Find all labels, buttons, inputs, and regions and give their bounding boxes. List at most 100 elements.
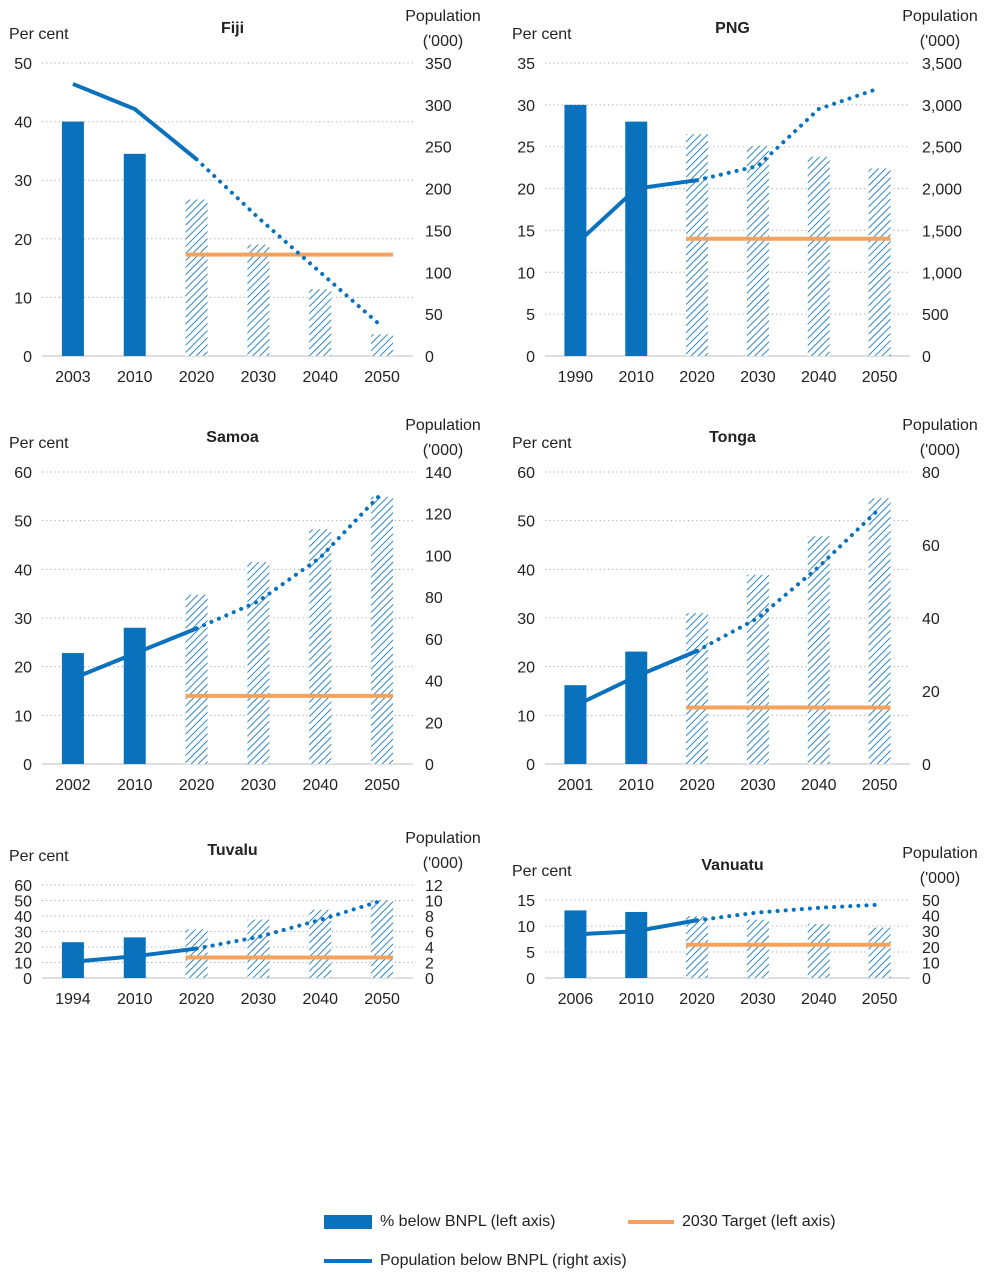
left-tick-label: 20 [517,182,535,199]
right-tick-label: 3,000 [922,98,962,115]
x-tick-label: 2020 [179,991,215,1008]
population-line-projected [695,86,882,183]
left-axis-title: Per cent [9,26,69,43]
left-tick-label: 60 [14,878,32,895]
population-line-projected [695,506,882,653]
right-tick-label: 2,000 [922,182,962,199]
left-tick-label: 40 [517,562,535,579]
right-tick-label: 50 [425,307,443,324]
x-tick-label: 2010 [117,777,153,794]
right-tick-label: 0 [425,757,434,774]
bar [371,900,394,978]
panel-png: 0 5 10 15 20 25 30 35 0 500 1,000 1,500 2,000 2,500 3,… [512,8,978,386]
x-tick-label: 2010 [117,991,153,1008]
right-tick-label: 60 [922,538,940,555]
bar [61,653,84,764]
left-tick-label: 0 [526,971,535,988]
bar [686,134,709,356]
right-axis-unit: ('000) [920,33,960,50]
right-tick-label: 300 [425,98,452,115]
bar [746,145,769,356]
bar [309,909,332,978]
right-axis-unit: ('000) [423,442,463,459]
right-tick-label: 10 [425,894,443,911]
right-axis-unit: ('000) [920,870,960,887]
x-tick-label: 2050 [862,777,898,794]
population-line-actual [72,626,198,681]
right-axis-title: Population [405,830,481,847]
right-tick-label: 200 [425,182,452,199]
legend-line-swatch [324,1259,372,1263]
x-tick-label: 2040 [302,991,338,1008]
left-tick-label: 10 [517,265,535,282]
x-tick-label: 1990 [558,369,594,386]
x-tick-label: 2010 [618,777,654,794]
left-tick-label: 20 [14,660,32,677]
x-tick-label: 2050 [862,369,898,386]
left-tick-label: 0 [526,349,535,366]
bar [564,685,587,764]
x-tick-label: 2030 [241,991,277,1008]
left-tick-label: 60 [517,465,535,482]
bar [625,911,648,978]
population-line-projected [194,157,385,329]
x-tick-label: 2002 [55,777,91,794]
right-axis-unit: ('000) [423,855,463,872]
panel-title: Vanuatu [701,857,763,874]
left-tick-label: 30 [517,611,535,628]
panel-title: Tonga [709,429,756,446]
bar [247,562,270,764]
x-tick-label: 2006 [558,991,594,1008]
bar [247,919,270,978]
left-tick-label: 40 [14,909,32,926]
right-tick-label: 60 [425,632,443,649]
x-tick-label: 2050 [364,369,400,386]
x-tick-label: 2030 [241,777,277,794]
right-tick-label: 100 [425,265,452,282]
bar [868,168,891,356]
x-tick-label: 2040 [302,777,338,794]
left-tick-label: 20 [14,232,32,249]
left-tick-label: 0 [526,757,535,774]
left-tick-label: 50 [517,514,535,531]
left-axis-title: Per cent [512,435,572,452]
right-tick-label: 12 [425,878,443,895]
bar [185,929,208,978]
population-line-actual [574,178,698,247]
right-tick-label: 8 [425,909,434,926]
panel-title: Fiji [221,20,244,37]
population-line-projected [194,490,385,631]
left-tick-label: 30 [14,173,32,190]
left-tick-label: 15 [517,223,535,240]
bar [371,496,394,764]
right-tick-label: 0 [922,757,931,774]
population-line-actual [72,82,198,161]
right-tick-label: 0 [425,349,434,366]
right-tick-label: 20 [922,940,940,957]
x-tick-label: 2001 [558,777,594,794]
left-tick-label: 0 [23,349,32,366]
x-tick-label: 2003 [55,369,91,386]
right-tick-label: 40 [922,611,940,628]
right-axis-title: Population [902,8,978,25]
right-tick-label: 2,500 [922,140,962,157]
right-tick-label: 20 [922,684,940,701]
left-tick-label: 50 [14,514,32,531]
right-tick-label: 10 [922,955,940,972]
left-tick-label: 10 [517,708,535,725]
left-tick-label: 20 [517,660,535,677]
bar [686,613,709,764]
left-tick-label: 0 [23,757,32,774]
x-tick-label: 2020 [679,369,715,386]
right-tick-label: 20 [425,715,443,732]
right-tick-label: 1,500 [922,223,962,240]
right-tick-label: 100 [425,548,452,565]
x-tick-label: 2010 [618,369,654,386]
x-tick-label: 2030 [740,369,776,386]
bar [807,156,830,356]
panel-title: PNG [715,20,750,37]
legend-line-label: Population below BNPL (right axis) [380,1252,627,1269]
legend: % below BNPL (left axis) 2030 Target (le… [322,1211,922,1281]
